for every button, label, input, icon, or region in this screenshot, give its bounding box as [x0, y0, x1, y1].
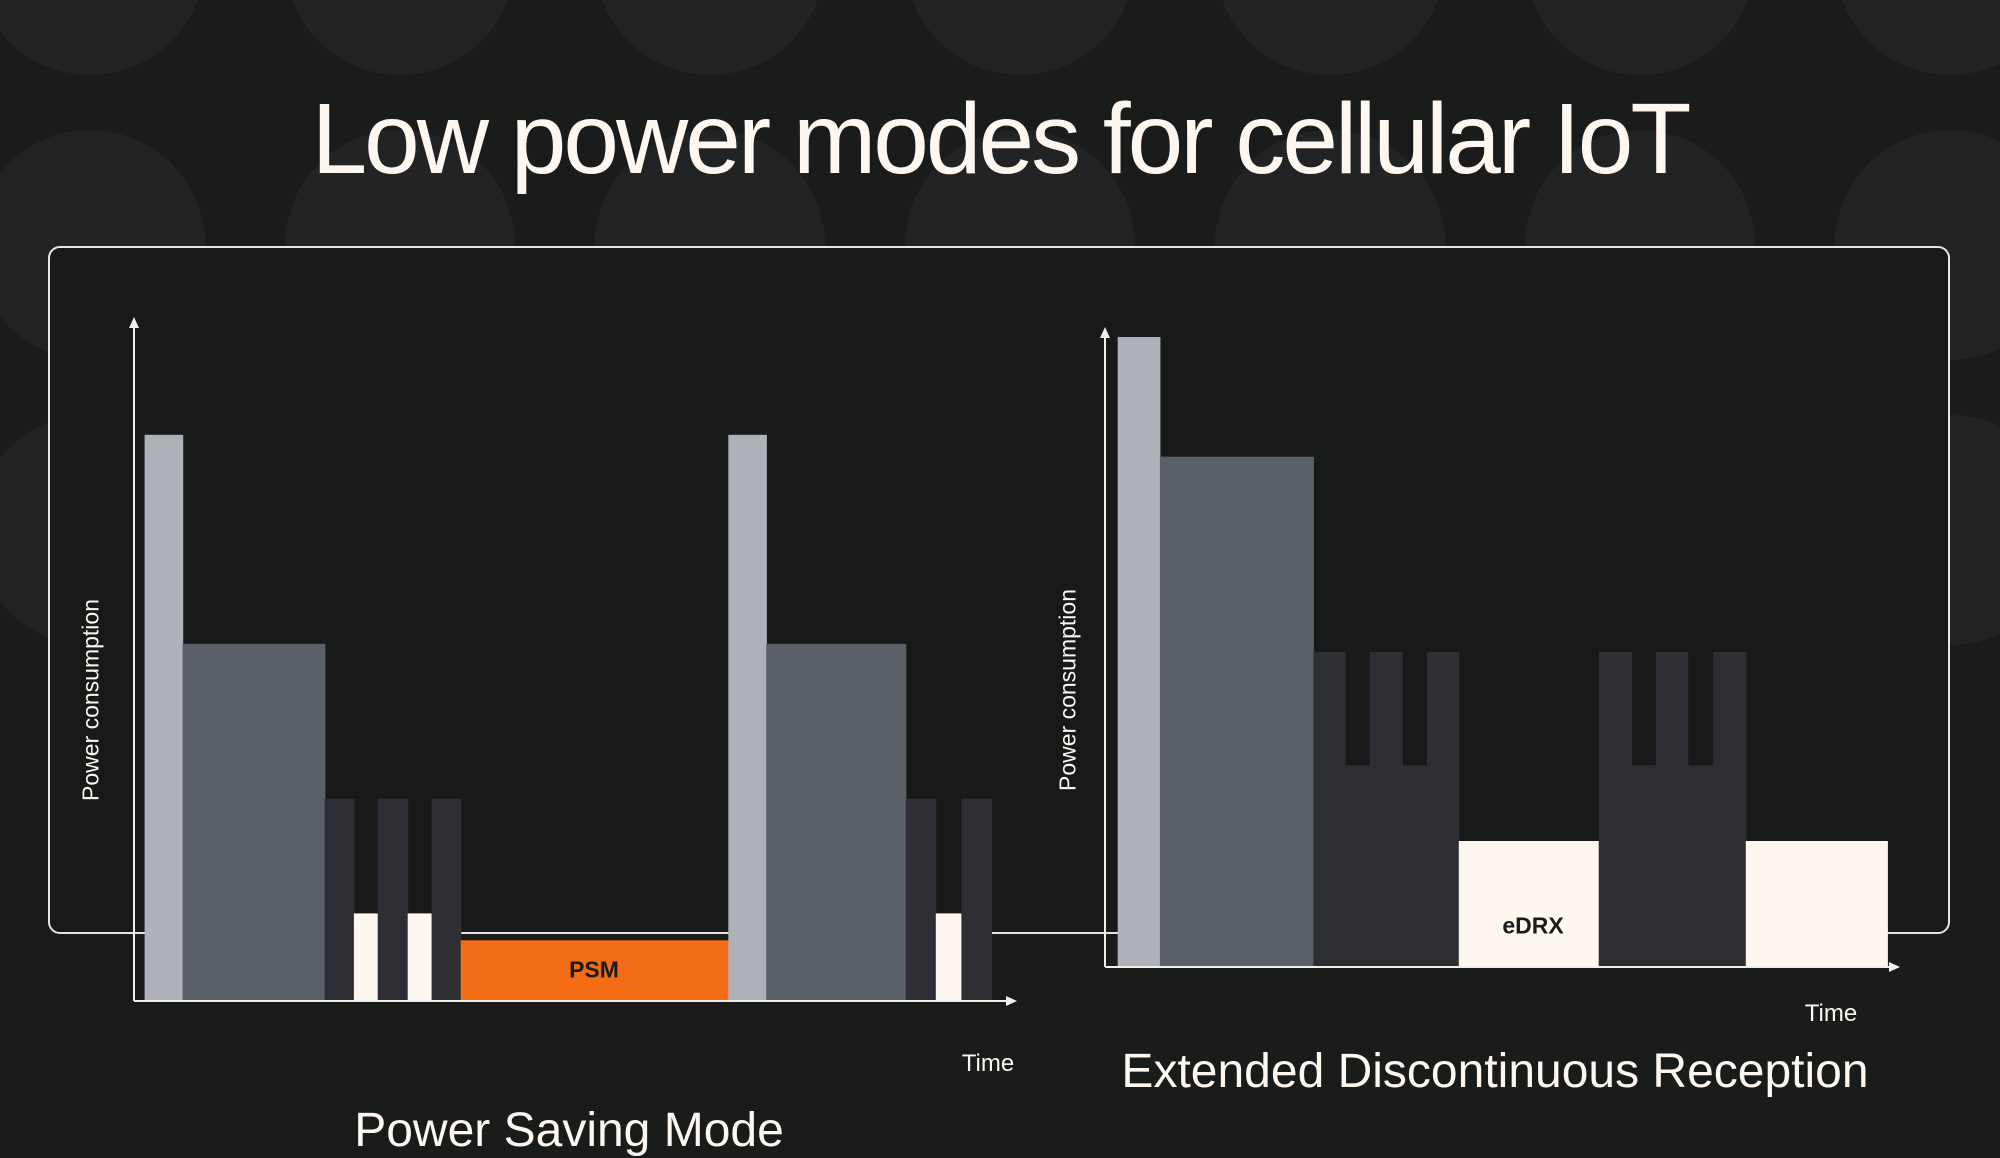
edrx-bar-idle: [1313, 652, 1346, 967]
edrx-x-axis-arrow-icon: [1889, 962, 1900, 972]
edrx-x-axis-label: Time: [1804, 1000, 1858, 1027]
edrx-chart-title: Extended Discontinuous Reception: [1121, 1045, 1869, 1098]
psm-bar-sleep: [353, 913, 379, 1001]
psm-x-axis-label: Time: [961, 1050, 1015, 1077]
psm-bar-idle: [431, 798, 462, 1001]
edrx-y-axis-label: Power consumption: [1054, 589, 1081, 791]
background-circle: [292, 0, 508, 75]
psm-bar-active: [766, 643, 907, 1001]
edrx-bar-idle: [1345, 765, 1371, 967]
psm-bar-connection: [144, 434, 184, 1001]
psm-chart-title: Power Saving Mode: [354, 1104, 784, 1157]
charts-canvas: [129, 317, 1900, 1006]
psm-bar-active: [182, 643, 326, 1001]
edrx-bar-idle: [1369, 652, 1403, 967]
psm-bar-connection: [728, 434, 767, 1001]
edrx-bar-idle: [1427, 652, 1460, 967]
edrx-bar-idle: [1687, 765, 1714, 967]
edrx-bar-connection: [1117, 337, 1161, 967]
background-circle: [1532, 0, 1748, 75]
psm-bar-sleep: [935, 913, 962, 1001]
psm-y-axis-label: Power consumption: [77, 599, 104, 801]
psm-bar-sleep: [407, 913, 433, 1001]
psm-y-axis-arrow-icon: [129, 317, 139, 328]
background-circle: [0, 0, 198, 75]
edrx-segment-label: eDRX: [1502, 912, 1564, 939]
psm-bar-idle: [905, 798, 937, 1001]
psm-segment-label: PSM: [569, 956, 619, 983]
background-circle: [1222, 0, 1438, 75]
psm-bar-psm: [460, 940, 729, 1001]
edrx-bar-active: [1159, 456, 1314, 967]
background-circle: [602, 0, 818, 75]
edrx-bar-idle: [1655, 652, 1689, 967]
background-circle: [1842, 0, 2000, 75]
edrx-bar-idle: [1598, 652, 1632, 967]
edrx-bar-idle: [1713, 652, 1747, 967]
psm-x-axis-arrow-icon: [1006, 996, 1017, 1006]
edrx-bar-sleep: [1458, 841, 1600, 967]
edrx-y-axis-arrow-icon: [1100, 327, 1110, 338]
psm-bar-idle: [377, 798, 409, 1001]
page-title: Low power modes for cellular IoT: [311, 83, 1692, 195]
edrx-bar-idle: [1631, 765, 1657, 967]
background-circle: [912, 0, 1128, 75]
edrx-bar-sleep: [1745, 841, 1888, 967]
psm-bar-idle: [961, 798, 992, 1001]
edrx-bar-idle: [1402, 765, 1428, 967]
psm-bar-idle: [324, 798, 355, 1001]
